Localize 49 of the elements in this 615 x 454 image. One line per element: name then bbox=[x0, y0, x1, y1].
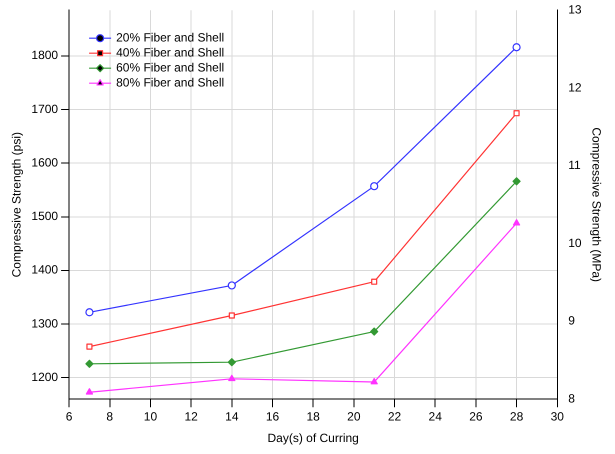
legend-label: 60% Fiber and Shell bbox=[116, 60, 224, 75]
x-tick-label: 26 bbox=[469, 410, 483, 424]
point bbox=[370, 327, 378, 336]
y2-tick-label: 10 bbox=[568, 236, 582, 250]
x-tick-label: 18 bbox=[306, 410, 320, 424]
y-tick-label: 1700 bbox=[31, 102, 58, 116]
x-tick-label: 10 bbox=[144, 410, 158, 424]
y-tick-label: 1400 bbox=[31, 262, 58, 277]
point bbox=[512, 177, 521, 186]
point bbox=[228, 312, 235, 319]
point bbox=[85, 360, 94, 368]
y-tick-label: 1800 bbox=[31, 48, 58, 62]
x-tick-label: 20 bbox=[347, 410, 361, 424]
point bbox=[85, 308, 94, 316]
x-tick-label: 14 bbox=[225, 410, 239, 424]
x-tick-label: 30 bbox=[550, 410, 564, 424]
y-tick-label: 1600 bbox=[31, 155, 58, 170]
x-axis-title: Day(s) of Curring bbox=[267, 431, 359, 446]
x-tick-label: 8 bbox=[106, 410, 114, 424]
x-tick-label: 6 bbox=[66, 410, 73, 424]
y2-tick-label: 8 bbox=[568, 392, 576, 406]
x-tick-label: 22 bbox=[388, 410, 402, 424]
y2-tick-label: 12 bbox=[568, 80, 582, 94]
point bbox=[228, 358, 236, 366]
point bbox=[228, 281, 236, 290]
point bbox=[370, 378, 378, 384]
legend-label: 40% Fiber and Shell bbox=[116, 46, 224, 60]
y2-tick-label: 11 bbox=[568, 158, 582, 172]
y2-axis-title: Compressive Strength (MPa) bbox=[589, 127, 604, 282]
y-tick-label: 1200 bbox=[31, 370, 58, 384]
y2-tick-label: 13 bbox=[568, 2, 582, 17]
point bbox=[86, 344, 93, 350]
legend-label: 80% Fiber and Shell bbox=[116, 76, 224, 90]
legend-label: 20% Fiber and Shell bbox=[116, 30, 224, 45]
point bbox=[371, 278, 378, 285]
y-tick-label: 1300 bbox=[31, 316, 58, 330]
x-tick-label: 16 bbox=[266, 410, 280, 424]
point bbox=[228, 374, 236, 382]
x-tick-label: 12 bbox=[184, 410, 198, 424]
point bbox=[370, 182, 378, 190]
y2-tick-label: 9 bbox=[568, 314, 576, 328]
x-tick-label: 28 bbox=[510, 410, 524, 424]
point bbox=[86, 388, 94, 395]
point bbox=[512, 43, 521, 52]
x-tick-label: 24 bbox=[428, 410, 442, 424]
point bbox=[512, 219, 520, 226]
point bbox=[514, 110, 520, 116]
y-axis-title: Compressive Strength (psi) bbox=[10, 132, 24, 278]
y-tick-label: 1500 bbox=[31, 209, 58, 224]
